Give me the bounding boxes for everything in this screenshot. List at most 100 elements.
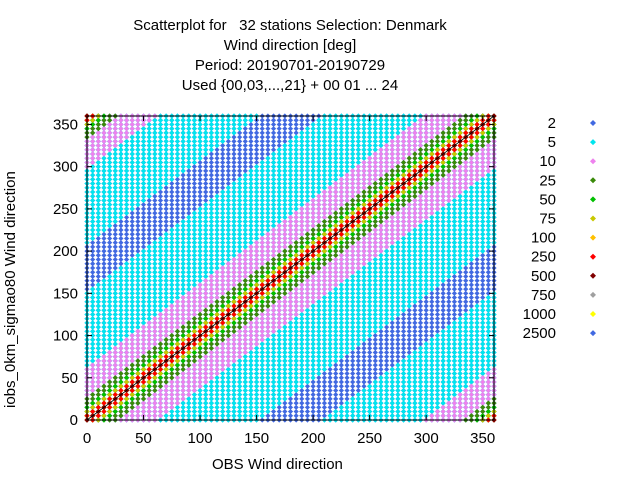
data-point (118, 240, 124, 246)
data-point (146, 214, 152, 220)
data-point (146, 218, 152, 225)
data-point (163, 223, 169, 229)
data-point (197, 164, 203, 170)
data-point (174, 202, 181, 208)
data-point (123, 218, 130, 225)
data-point (174, 214, 181, 220)
data-point (163, 227, 169, 233)
data-point (169, 193, 175, 199)
data-point (90, 261, 96, 267)
data-point (123, 227, 130, 233)
data-point (191, 176, 198, 182)
data-point (152, 227, 158, 233)
data-point (197, 197, 203, 204)
data-point (169, 210, 175, 216)
data-point (191, 189, 198, 195)
data-point (107, 269, 113, 275)
data-point (112, 244, 118, 250)
data-point (90, 273, 96, 280)
data-point (107, 256, 113, 263)
data-point (186, 210, 192, 216)
data-point (135, 248, 141, 254)
data-point (169, 206, 175, 212)
data-point (95, 244, 101, 250)
data-point (203, 172, 209, 178)
data-point (174, 176, 181, 182)
data-point (169, 214, 175, 220)
data-point (95, 235, 101, 242)
data-point (129, 214, 135, 220)
data-point (180, 214, 186, 220)
data-point (191, 185, 198, 191)
data-point (174, 210, 181, 216)
data-point (107, 231, 113, 237)
data-point (157, 227, 164, 233)
chart-title-line-1: Scatterplot for 32 stations Selection: D… (133, 17, 447, 34)
data-point (101, 235, 107, 242)
data-point (186, 168, 192, 174)
data-point (152, 214, 158, 220)
data-point (140, 206, 147, 212)
data-point (197, 202, 203, 208)
data-point (146, 206, 152, 212)
data-point (112, 261, 118, 267)
data-point (186, 176, 192, 182)
data-point (208, 193, 214, 199)
data-point (112, 252, 118, 258)
data-point (152, 235, 158, 242)
data-point (101, 269, 107, 275)
data-point (118, 256, 124, 263)
data-point (186, 193, 192, 199)
data-point (197, 189, 203, 195)
data-point (157, 218, 164, 225)
data-point (123, 235, 130, 242)
data-point (123, 252, 130, 258)
data-point (157, 214, 164, 220)
data-point (186, 189, 192, 195)
data-point (146, 210, 152, 216)
data-point (197, 168, 203, 174)
data-point (174, 206, 181, 212)
data-point (203, 185, 209, 191)
data-point (152, 206, 158, 212)
data-point (180, 185, 186, 191)
data-point (163, 189, 169, 195)
data-point (129, 218, 135, 225)
data-point (135, 240, 141, 246)
data-point (123, 223, 130, 229)
data-point (174, 193, 181, 199)
chart-title-line-4: Used {00,03,...,21} + 00 01 ... 24 (181, 77, 399, 94)
data-point (191, 202, 198, 208)
data-point (186, 180, 192, 187)
data-point (197, 185, 203, 191)
data-point (152, 193, 158, 199)
data-point (95, 265, 101, 271)
data-point (197, 193, 203, 199)
data-point (123, 231, 130, 237)
data-point (101, 231, 107, 237)
data-point (118, 235, 124, 242)
data-point (90, 256, 96, 263)
data-point (157, 231, 164, 237)
data-point (203, 197, 209, 204)
data-point (186, 206, 192, 212)
data-point (112, 231, 118, 237)
data-point (146, 240, 152, 246)
data-point (95, 261, 101, 267)
data-point (163, 197, 169, 204)
data-point (208, 185, 214, 191)
data-point (180, 206, 186, 212)
data-point (163, 206, 169, 212)
data-point (169, 185, 175, 191)
data-point (90, 265, 96, 271)
data-point (123, 248, 130, 254)
data-point (140, 244, 147, 250)
data-point (140, 240, 147, 246)
data-point (129, 248, 135, 254)
data-point (180, 172, 186, 178)
data-point (95, 269, 101, 275)
data-point (129, 223, 135, 229)
data-point (107, 244, 113, 250)
data-point (174, 218, 181, 225)
data-point (157, 223, 164, 229)
